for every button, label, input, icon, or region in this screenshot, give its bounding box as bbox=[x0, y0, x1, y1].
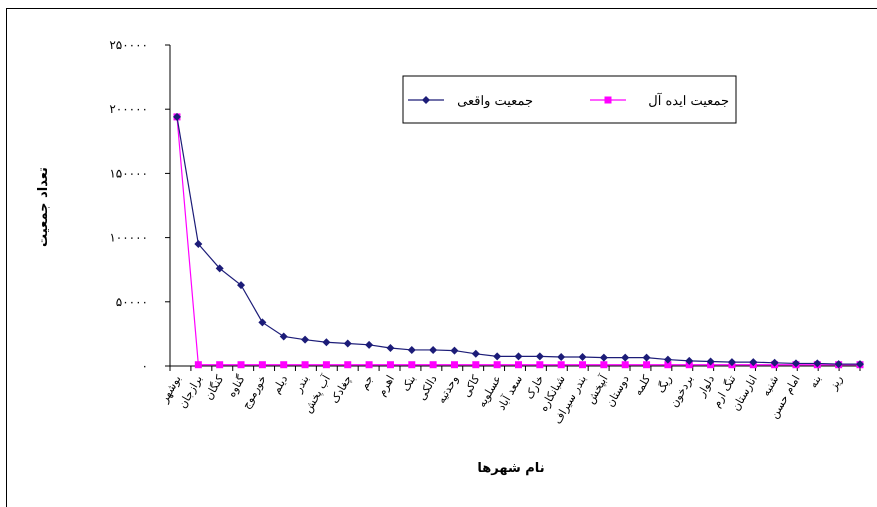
series-layer bbox=[173, 112, 864, 369]
data-point bbox=[237, 281, 246, 290]
data-point bbox=[515, 361, 522, 369]
x-tick-label: اهرم bbox=[375, 373, 397, 398]
x-tick-label: ریز bbox=[826, 373, 845, 393]
data-point bbox=[557, 361, 565, 369]
data-point bbox=[322, 361, 330, 369]
data-point bbox=[706, 357, 715, 366]
data-point bbox=[280, 361, 288, 369]
data-point bbox=[301, 335, 310, 344]
data-point bbox=[472, 361, 480, 369]
data-point bbox=[408, 361, 416, 369]
data-point bbox=[557, 353, 566, 362]
data-point bbox=[407, 345, 416, 354]
x-axis-title: نام شهرها bbox=[477, 461, 544, 476]
data-point bbox=[173, 112, 181, 121]
data-point bbox=[749, 358, 758, 367]
legend-marker-square-icon bbox=[604, 96, 612, 104]
data-point bbox=[194, 240, 203, 249]
data-point bbox=[621, 361, 629, 369]
data-point bbox=[493, 361, 501, 369]
data-point bbox=[834, 360, 843, 369]
x-tick-label: ریگ bbox=[654, 373, 674, 395]
y-tick-label: ۲۵۰۰۰۰ bbox=[109, 38, 148, 52]
data-point bbox=[365, 361, 373, 369]
data-point bbox=[642, 353, 651, 362]
data-point bbox=[621, 353, 630, 362]
data-point bbox=[194, 361, 202, 369]
legend-box bbox=[402, 75, 737, 124]
x-tick-label: کنگان bbox=[202, 372, 227, 402]
data-point bbox=[599, 353, 608, 362]
data-point bbox=[258, 318, 267, 327]
x-tick-label: کلمه bbox=[631, 372, 653, 397]
data-point bbox=[386, 344, 395, 353]
data-point bbox=[514, 352, 523, 361]
y-axis-title: تعداد جمعیت bbox=[36, 167, 51, 247]
y-axis: ۰ ۵۰۰۰۰ ۱۰۰۰۰۰ ۱۵۰۰۰۰ ۲۰۰۰۰۰ ۲۵۰۰۰۰ bbox=[109, 38, 171, 373]
series-line bbox=[176, 116, 860, 366]
data-point bbox=[536, 361, 544, 369]
legend-marker-diamond-icon bbox=[422, 96, 430, 104]
data-point bbox=[322, 338, 331, 347]
data-point bbox=[279, 332, 288, 341]
data-point bbox=[770, 358, 779, 367]
data-point bbox=[365, 340, 374, 349]
data-point bbox=[215, 264, 224, 273]
series-actual bbox=[173, 112, 864, 369]
data-point bbox=[343, 339, 352, 348]
data-point bbox=[664, 361, 672, 369]
data-point bbox=[429, 345, 438, 354]
chart-frame-left bbox=[6, 8, 7, 507]
chart-frame-top bbox=[6, 8, 877, 9]
x-tick-label: چغادک bbox=[328, 373, 354, 406]
x-tick-label: بنک bbox=[399, 373, 418, 394]
data-point bbox=[493, 352, 502, 361]
y-tick-label: ۰ bbox=[142, 359, 148, 373]
y-tick-label: ۱۰۰۰۰۰ bbox=[109, 231, 148, 245]
x-tick-label: وحدتیه bbox=[435, 373, 461, 406]
y-tick-label: ۲۰۰۰۰۰ bbox=[109, 102, 148, 116]
series-ideal bbox=[173, 113, 864, 369]
y-tick-label: ۱۵۰۰۰۰ bbox=[109, 166, 148, 180]
data-point bbox=[813, 359, 822, 368]
legend-label-actual: جمعیت واقعی bbox=[457, 94, 533, 109]
y-tick-label: ۵۰۰۰۰ bbox=[116, 295, 148, 309]
data-point bbox=[450, 361, 458, 369]
data-point bbox=[685, 356, 694, 365]
x-tick-label: جم bbox=[357, 373, 375, 392]
data-point bbox=[600, 361, 608, 369]
data-point bbox=[471, 349, 480, 358]
x-tick-label: دیلم bbox=[270, 373, 291, 396]
data-point bbox=[301, 361, 309, 369]
data-point bbox=[429, 361, 437, 369]
data-point bbox=[727, 358, 736, 367]
data-point bbox=[643, 361, 651, 369]
data-point bbox=[237, 361, 245, 369]
data-point bbox=[663, 355, 672, 364]
data-point bbox=[578, 353, 587, 362]
data-point bbox=[386, 361, 394, 369]
data-point bbox=[535, 352, 544, 361]
data-point bbox=[579, 361, 587, 369]
data-point bbox=[791, 359, 800, 368]
data-point bbox=[258, 361, 266, 369]
data-point bbox=[344, 361, 352, 369]
data-point bbox=[216, 361, 224, 369]
x-tick-label: بنه bbox=[807, 373, 824, 390]
legend-label-ideal: جمعیت ایده آل bbox=[648, 92, 729, 109]
data-point bbox=[856, 360, 864, 369]
legend: جمعیت واقعی جمعیت ایده آل bbox=[402, 75, 737, 124]
series-line bbox=[176, 116, 860, 365]
x-tick-label: بندر bbox=[291, 373, 311, 395]
data-point bbox=[450, 346, 459, 355]
